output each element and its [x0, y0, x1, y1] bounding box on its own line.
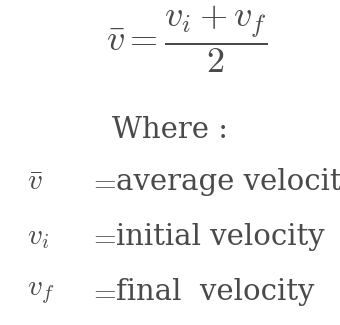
Text: final  velocity: final velocity [116, 279, 314, 306]
Text: average velocity: average velocity [116, 168, 340, 196]
Text: $=$: $=$ [88, 223, 117, 251]
Text: $v_i$: $v_i$ [27, 223, 49, 251]
Text: $\bar{v} = \dfrac{v_i + v_f}{2}$: $\bar{v} = \dfrac{v_i + v_f}{2}$ [106, 3, 268, 75]
Text: initial velocity: initial velocity [116, 223, 324, 251]
Text: $=$: $=$ [88, 168, 117, 196]
Text: Where :: Where : [112, 116, 228, 144]
Text: $\bar{v}$: $\bar{v}$ [27, 168, 43, 196]
Text: $=$: $=$ [88, 279, 117, 306]
Text: $v_f$: $v_f$ [27, 279, 54, 306]
